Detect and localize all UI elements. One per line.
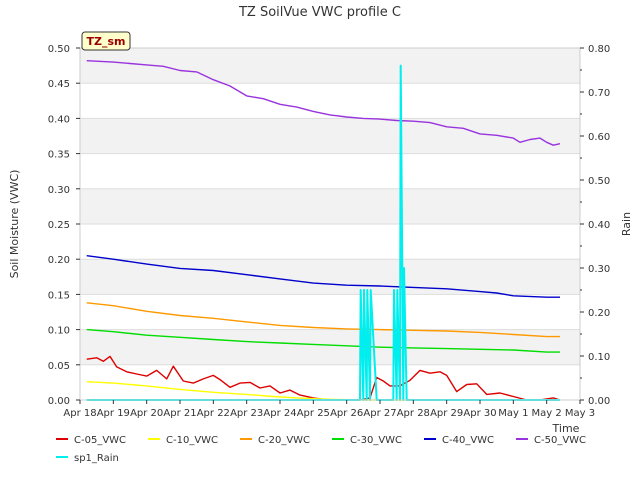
y-tick-label: 0.15 (48, 290, 70, 301)
x-tick-label: Apr 19 (97, 408, 130, 419)
legend-label: sp1_Rain (74, 453, 119, 464)
y-tick-label: 0.50 (48, 44, 70, 55)
site-badge-box (81, 31, 131, 51)
y-tick-label: 0.05 (48, 361, 70, 372)
y2-tick-label: 0.10 (588, 352, 610, 363)
grid-band (80, 259, 580, 295)
site-badge: TZ_sm (81, 31, 131, 51)
x-tick-label: Apr 26 (330, 408, 363, 419)
y-tick-label: 0.10 (48, 326, 70, 337)
series-line-c-50-vwc (86, 60, 561, 146)
x-tick-label: May 1 (498, 408, 528, 419)
plot-area (79, 47, 581, 401)
x-tick-label: Apr 18 (63, 408, 96, 419)
y2-axis: 0.00 0.10 0.20 0.30 0.40 0.50 0.60 0.70 0.80 (580, 44, 610, 407)
y2-tick-label: 0.50 (588, 176, 610, 187)
y2-tick-label: 0.30 (588, 264, 610, 275)
legend-label: C-05_VWC (74, 435, 126, 446)
grid-band (80, 48, 580, 84)
legend-item: C-20_VWC (240, 435, 310, 446)
site-badge-label: TZ_sm (87, 35, 126, 48)
x-tick-label: Apr 24 (263, 408, 296, 419)
x-tick-label: Apr 25 (297, 408, 330, 419)
y-tick-label: 0.40 (48, 114, 70, 125)
x-axis-label: Time (552, 422, 580, 435)
legend-item: C-05_VWC (56, 435, 126, 446)
x-tick-label: Apr 28 (397, 408, 430, 419)
y2-tick-label: 0.20 (588, 308, 610, 319)
grid-band (80, 188, 580, 224)
chart-title: TZ SoilVue VWC profile C (238, 5, 401, 20)
y-axis-label: Soil Moisture (VWC) (8, 170, 21, 279)
x-tick-label: May 2 (532, 408, 562, 419)
legend-label: C-30_VWC (350, 435, 402, 446)
x-axis: Apr 18 Apr 19 Apr 20 Apr 21 Apr 22 Apr 23 Apr … (63, 400, 595, 419)
legend-label: C-50_VWC (534, 435, 586, 446)
y2-tick-label: 0.40 (588, 220, 610, 231)
x-tick-label: Apr 30 (463, 408, 496, 419)
y2-tick-label: 0.80 (588, 44, 610, 55)
y-tick-label: 0.45 (48, 79, 70, 90)
y-tick-label: 0.25 (48, 220, 70, 231)
y-tick-label: 0.20 (48, 255, 70, 266)
x-tick-label: Apr 29 (430, 408, 463, 419)
grid-band (80, 329, 580, 365)
legend-item: sp1_Rain (56, 453, 119, 464)
y-tick-label: 0.35 (48, 150, 70, 161)
y-axis: 0.00 0.05 0.10 0.15 0.20 0.25 0.30 0.35 0.40 0.45… (48, 44, 80, 407)
x-tick-label: Apr 22 (197, 408, 230, 419)
y2-tick-label: 0.60 (588, 132, 610, 143)
legend: C-05_VWC C-10_VWC C-20_VWC C-30_VWC C-40_VWC… (56, 435, 586, 464)
legend-item: C-10_VWC (148, 435, 218, 446)
x-tick-label: Apr 27 (363, 408, 396, 419)
x-tick-label: Apr 20 (130, 408, 163, 419)
y2-tick-label: 0.70 (588, 88, 610, 99)
x-tick-label: Apr 21 (163, 408, 196, 419)
y-tick-label: 0.30 (48, 185, 70, 196)
y-tick-label: 0.00 (48, 396, 70, 407)
x-tick-label: May 3 (565, 408, 595, 419)
legend-label: C-10_VWC (166, 435, 218, 446)
legend-item: C-30_VWC (332, 435, 402, 446)
x-tick-label: Apr 23 (230, 408, 263, 419)
series-line-c-20-vwc (86, 302, 560, 338)
grid-bands (80, 48, 580, 365)
legend-item: C-50_VWC (516, 435, 586, 446)
y2-axis-label: Rain (620, 212, 633, 236)
series-line-c-30-vwc (86, 328, 560, 353)
series-line-c-40-vwc (86, 255, 560, 298)
legend-label: C-20_VWC (258, 435, 310, 446)
legend-item: C-40_VWC (424, 435, 494, 446)
legend-label: C-40_VWC (442, 435, 494, 446)
y2-tick-label: 0.00 (588, 396, 610, 407)
